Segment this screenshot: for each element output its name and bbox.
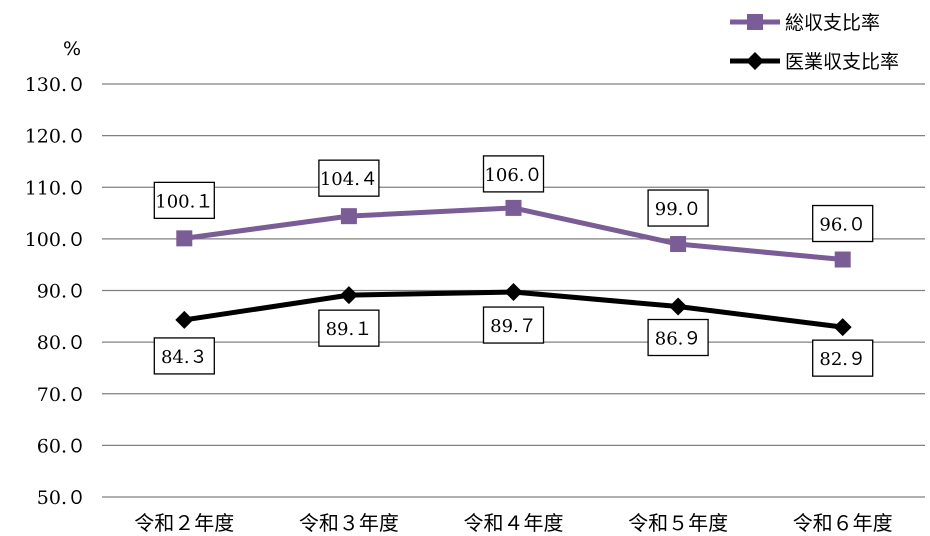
data-label-box [812,339,874,377]
series-layer [175,199,852,337]
data-label: 104.４ [320,169,378,190]
y-axis-ticks: 50.０ 60.０ 70.０ 80.０ 90.０ 100.０ 110.０ 120.０ 130.０ [25,74,86,509]
data-label: 96.０ [819,215,866,236]
data-label: 86.９ [655,329,702,350]
data-label: 89.１ [326,319,373,340]
y-tick-label: 60.０ [37,435,86,457]
legend-label: 医業収支比率 [785,51,899,73]
legend-marker [746,52,764,70]
data-point-marker [505,199,522,216]
data-label-box [153,337,215,375]
y-tick-label: 110.０ [25,177,86,199]
data-point-marker [833,318,852,337]
data-point-marker [340,208,357,225]
x-tick-label: 令和４年度 [464,511,564,535]
x-axis-ticks: 令和２年度 令和３年度 令和４年度 令和５年度 令和６年度 [134,511,892,535]
y-tick-label: 70.０ [37,384,86,406]
data-labels: 100.１ 104.４ 106.０ 99.０ 96.０ 84.３ 89.１ 89.７ 86.９ 8… [153,155,874,377]
x-tick-label: 令和３年度 [299,511,399,535]
legend-marker [747,14,763,30]
y-tick-label: 90.０ [37,281,86,303]
y-tick-label: 80.０ [37,332,86,354]
data-label-box [482,155,545,193]
data-point-marker [504,283,523,302]
data-label-box [812,204,874,243]
data-label-box [647,189,709,227]
y-tick-label: 50.０ [37,487,86,509]
data-point-marker [175,310,194,329]
data-label-box [318,309,380,347]
data-label-box [153,181,215,220]
data-label: 100.１ [155,191,213,212]
x-tick-label: 令和２年度 [134,511,234,535]
x-tick-label: 令和５年度 [628,511,728,535]
data-label-box [318,159,380,197]
y-tick-label: 130.０ [25,74,86,96]
data-label: 89.７ [490,316,537,337]
y-tick-label: 120.０ [25,126,86,148]
data-point-marker [339,286,358,305]
data-label: 84.３ [161,347,208,368]
x-tick-label: 令和６年度 [793,511,893,535]
data-label: 82.９ [819,349,866,370]
data-point-marker [669,297,688,316]
legend-label: 総収支比率 [785,12,880,34]
data-point-marker [670,236,687,253]
data-point-marker [176,230,193,247]
data-point-marker [834,251,851,268]
y-tick-label: 100.０ [25,229,86,251]
data-label: 106.０ [484,165,542,186]
data-label-box [647,318,709,357]
y-axis-unit: % [63,38,81,60]
data-label: 99.０ [655,199,702,220]
data-label-box [482,306,545,344]
